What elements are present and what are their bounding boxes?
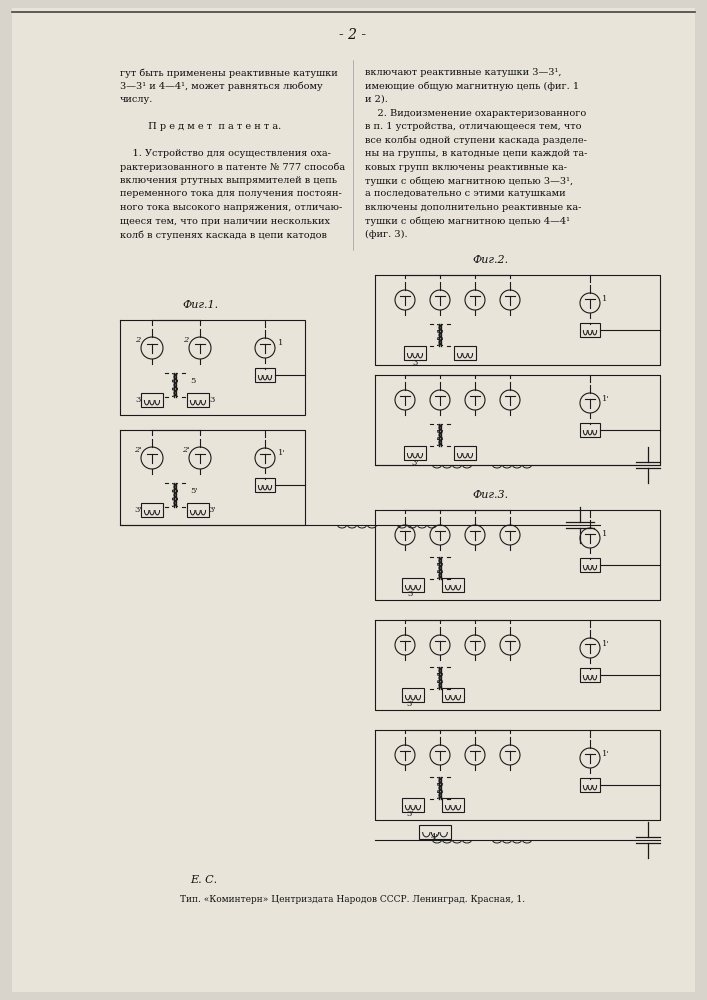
Text: 2: 2 [135,336,141,344]
Text: 5: 5 [190,377,195,385]
Bar [454,446,476,460]
Text: имеющие общую магнитную цепь (фиг. 1: имеющие общую магнитную цепь (фиг. 1 [365,82,579,91]
Bar [187,393,209,407]
Text: а последовательно с этими катушками: а последовательно с этими катушками [365,190,566,198]
Bar [402,688,424,702]
Bar [187,503,209,517]
Text: 2': 2' [134,446,142,454]
Text: 1: 1 [602,530,607,538]
Text: тушки с общею магнитною цепью 4—4¹: тушки с общею магнитною цепью 4—4¹ [365,217,570,226]
Bar [402,578,424,592]
Bar [404,346,426,360]
Text: щееся тем, что при наличии нескольких: щееся тем, что при наличии нескольких [120,217,330,226]
Text: 3: 3 [412,359,418,367]
Text: Фиг.2.: Фиг.2. [472,255,508,265]
Text: 5': 5' [190,487,198,495]
Bar [442,578,464,592]
Text: Фиг.1.: Фиг.1. [182,300,218,310]
Bar [141,503,163,517]
Bar [580,323,600,337]
Bar [442,688,464,702]
Text: колб в ступенях каскада в цепи катодов: колб в ступенях каскада в цепи катодов [120,230,327,239]
Text: 3': 3' [208,506,216,514]
Text: ковых групп включены реактивные ка-: ковых групп включены реактивные ка- [365,162,567,172]
Text: 1': 1' [602,750,609,758]
Bar [580,423,600,437]
Bar [404,446,426,460]
Bar [402,798,424,812]
Bar [454,346,476,360]
Text: гут быть применены реактивные катушки: гут быть применены реактивные катушки [120,68,338,78]
Text: 2: 2 [183,336,189,344]
Text: 1': 1' [602,640,609,648]
Text: 3: 3 [407,590,413,598]
Text: 3—3¹ и 4—4¹, может равняться любому: 3—3¹ и 4—4¹, может равняться любому [120,82,323,91]
Bar [419,825,451,839]
Text: 1: 1 [278,339,284,347]
Text: рактеризованного в патенте № 777 способа: рактеризованного в патенте № 777 способа [120,162,345,172]
Text: Тип. «Коминтерн» Центриздата Народов СССР. Ленинград. Красная, 1.: Тип. «Коминтерн» Центриздата Народов ССС… [180,896,525,904]
Text: и 2).: и 2). [365,95,388,104]
Text: числу.: числу. [120,95,153,104]
Text: 1': 1' [278,449,286,457]
Text: 2. Видоизменение охарактеризованного: 2. Видоизменение охарактеризованного [365,108,586,117]
Bar [255,368,275,382]
Bar [442,798,464,812]
Text: все колбы одной ступени каскада разделе-: все колбы одной ступени каскада разделе- [365,135,587,145]
Bar [580,558,600,572]
Text: - 2 -: - 2 - [339,28,366,42]
Text: 1: 1 [602,295,607,303]
Text: (фиг. 3).: (фиг. 3). [365,230,408,239]
Text: переменного тока для получения постоян-: переменного тока для получения постоян- [120,190,341,198]
Bar [580,778,600,792]
Text: ны на группы, в катодные цепи каждой та-: ны на группы, в катодные цепи каждой та- [365,149,588,158]
Text: в п. 1 устройства, отличающееся тем, что: в п. 1 устройства, отличающееся тем, что [365,122,581,131]
Bar [255,478,275,492]
Bar [141,393,163,407]
Text: 1. Устройство для осуществления оха-: 1. Устройство для осуществления оха- [120,149,331,158]
Text: Е. С.: Е. С. [190,875,217,885]
Text: ного тока высокого напряжения, отличаю-: ного тока высокого напряжения, отличаю- [120,203,342,212]
Text: 2': 2' [182,446,189,454]
Text: 3': 3' [411,459,419,467]
Text: 3': 3' [406,810,414,818]
Text: П р е д м е т  п а т е н т а.: П р е д м е т п а т е н т а. [120,122,281,131]
Text: Фиг.3.: Фиг.3. [472,490,508,500]
Text: тушки с общею магнитною цепью 3—3¹,: тушки с общею магнитною цепью 3—3¹, [365,176,573,186]
Text: 3': 3' [134,506,142,514]
Text: включения ртутных выпрямителей в цепь: включения ртутных выпрямителей в цепь [120,176,337,185]
Bar [580,668,600,682]
Text: 3': 3' [406,700,414,708]
Text: включают реактивные катушки 3—3¹,: включают реактивные катушки 3—3¹, [365,68,561,77]
Text: 3: 3 [209,396,215,404]
Text: включены дополнительно реактивные ка-: включены дополнительно реактивные ка- [365,203,581,212]
Text: 3: 3 [135,396,141,404]
Text: 4': 4' [431,833,439,841]
Text: 1': 1' [602,395,609,403]
